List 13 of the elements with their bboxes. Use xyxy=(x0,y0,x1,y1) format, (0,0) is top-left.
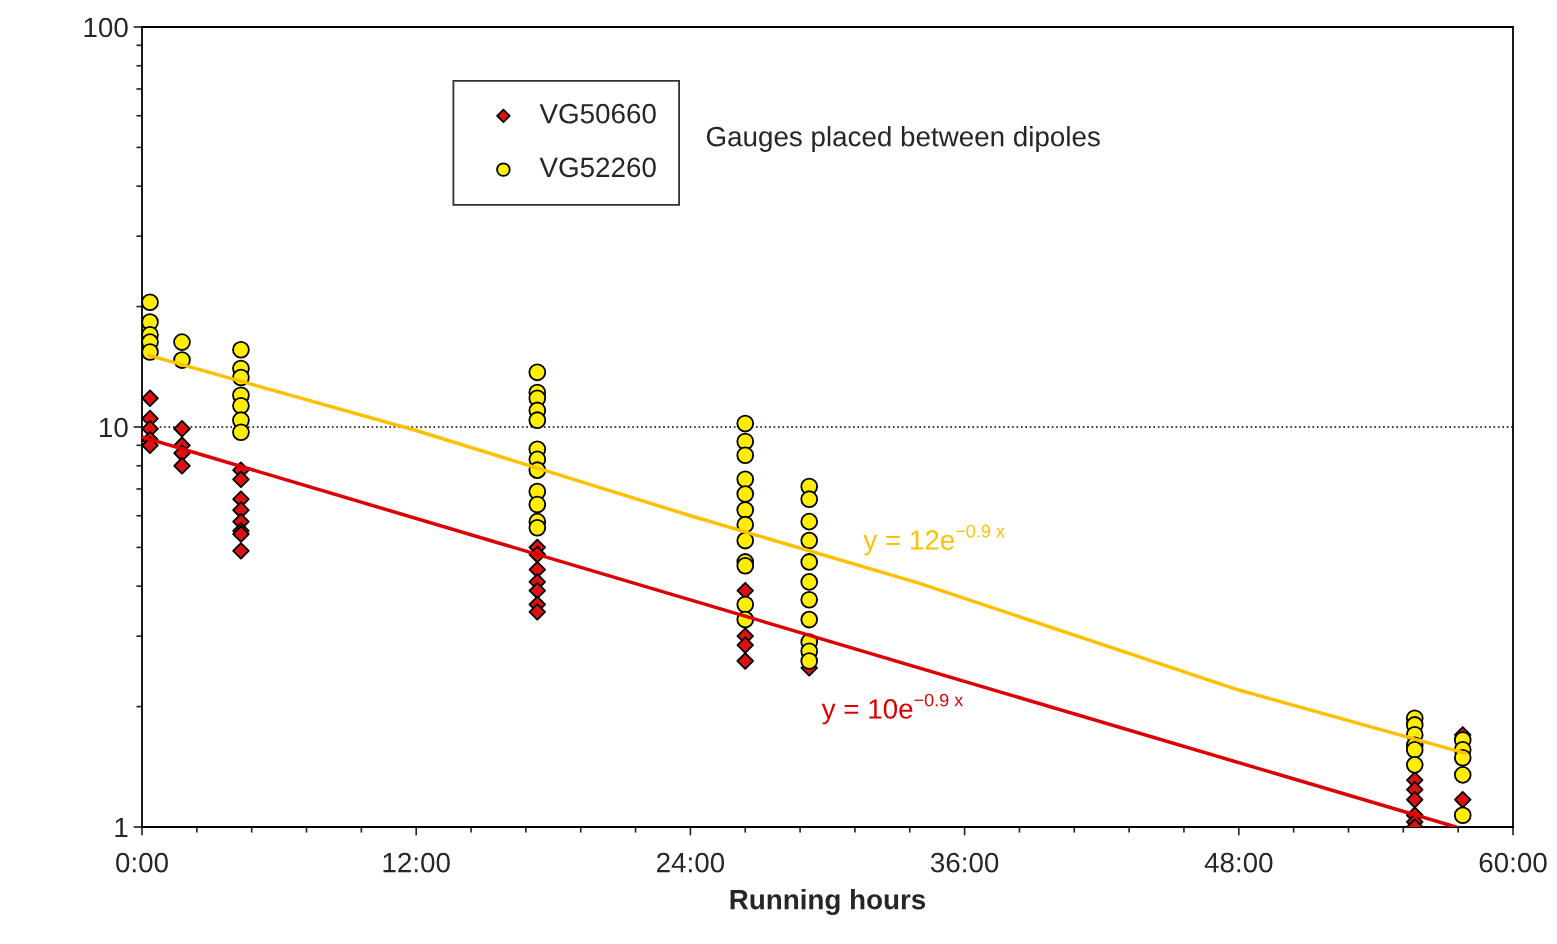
legend-label: VG50660 xyxy=(539,103,656,124)
x-tick-label: 48:00 xyxy=(1204,852,1273,873)
x-tick-label: 36:00 xyxy=(930,852,999,873)
y-tick-label: 1 xyxy=(115,817,128,838)
x-tick-label: 0:00 xyxy=(116,852,168,873)
annotation: Gauges placed between dipoles xyxy=(706,126,1100,152)
legend-label: VG52260 xyxy=(539,157,656,178)
y-tick-label: 10 xyxy=(100,417,128,438)
x-tick-label: 12:00 xyxy=(383,852,450,873)
x-axis-title: Running hours xyxy=(730,889,926,916)
x-tick-label: 60:00 xyxy=(1479,852,1547,873)
y-tick-label: 100 xyxy=(84,17,128,38)
x-tick-label: 24:00 xyxy=(657,852,725,873)
